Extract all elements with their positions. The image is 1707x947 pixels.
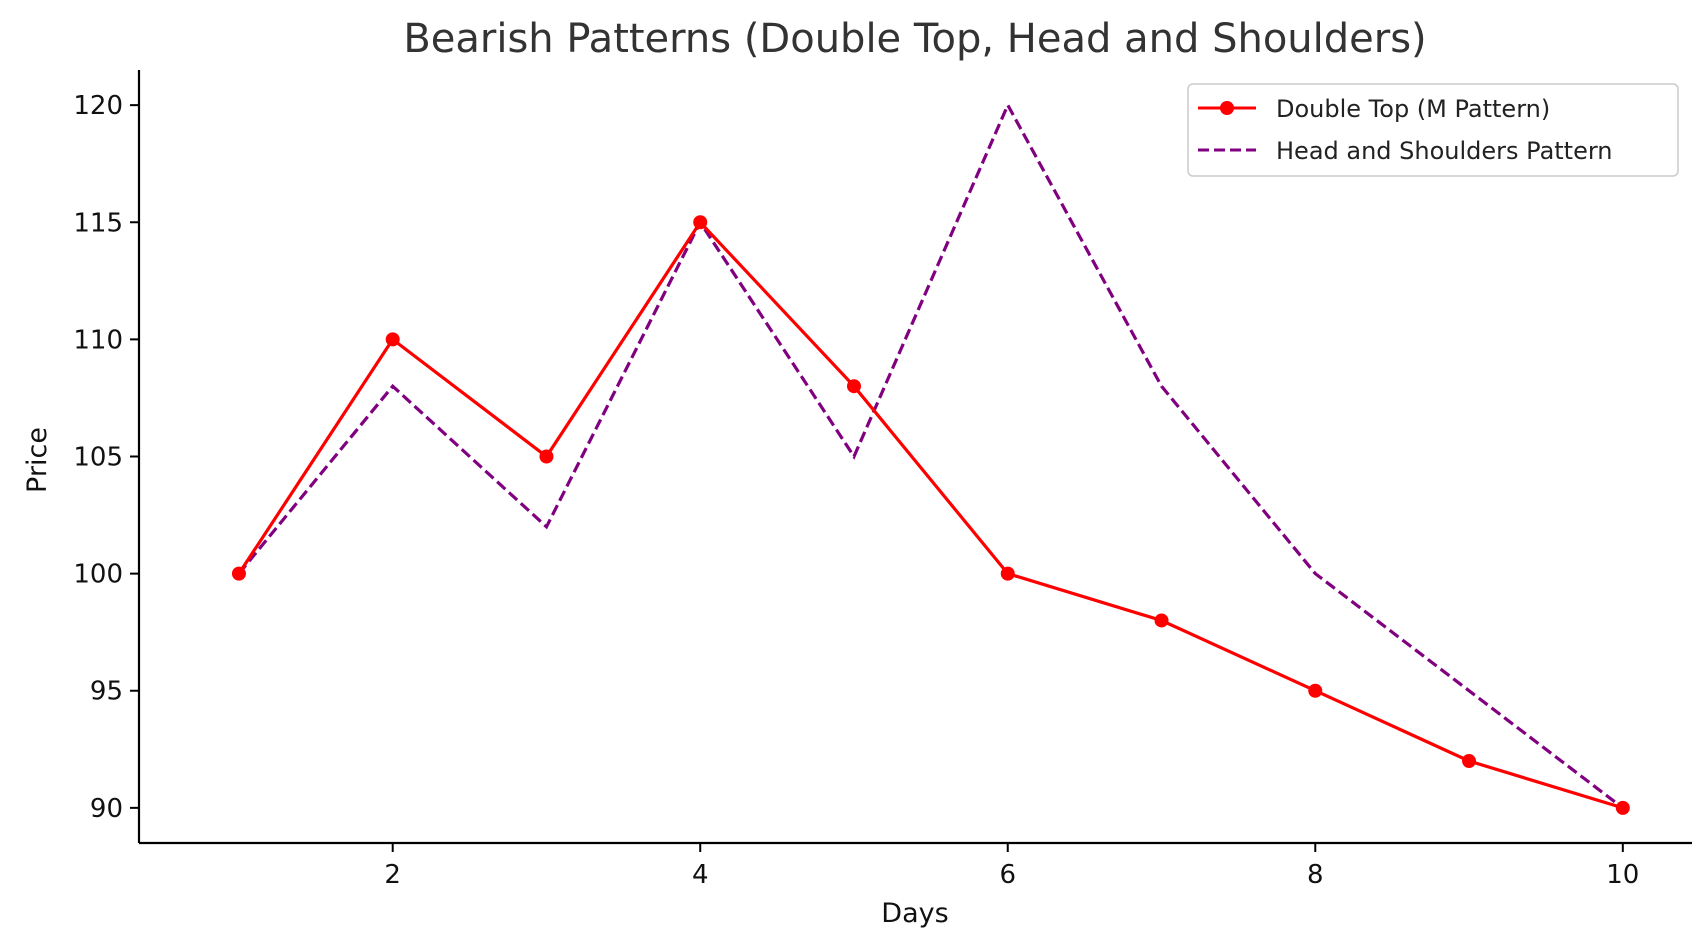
legend-marker-double-top bbox=[1220, 101, 1234, 115]
x-tick-label: 6 bbox=[999, 860, 1016, 890]
x-tick-label: 4 bbox=[692, 860, 709, 890]
y-tick-label: 110 bbox=[73, 325, 123, 355]
data-point-double-top-m-pattern bbox=[693, 215, 708, 230]
y-axis-title: Price bbox=[22, 427, 53, 493]
chart-title: Bearish Patterns (Double Top, Head and S… bbox=[403, 16, 1426, 62]
data-point-double-top-m-pattern bbox=[1154, 613, 1169, 628]
legend-label-head-and-shoulders: Head and Shoulders Pattern bbox=[1276, 137, 1613, 165]
legend-box bbox=[1187, 83, 1679, 177]
x-tick-label: 8 bbox=[1307, 860, 1324, 890]
x-tick-label: 2 bbox=[384, 860, 401, 890]
data-point-double-top-m-pattern bbox=[1308, 683, 1323, 698]
y-tick-label: 95 bbox=[90, 677, 123, 707]
data-point-double-top-m-pattern bbox=[1462, 754, 1477, 769]
y-tick-label: 105 bbox=[73, 443, 123, 473]
axes bbox=[137, 70, 1692, 845]
y-tick-label: 100 bbox=[73, 560, 123, 590]
series-layer bbox=[231, 101, 1630, 815]
y-tick-label: 90 bbox=[90, 794, 123, 824]
x-ticks: 2 4 6 8 10 bbox=[384, 843, 1639, 890]
data-point-double-top-m-pattern bbox=[539, 449, 554, 464]
x-tick-label: 10 bbox=[1606, 860, 1639, 890]
data-point-double-top-m-pattern bbox=[385, 332, 400, 347]
y-ticks: 90 95 100 105 110 115 120 bbox=[73, 91, 139, 824]
data-point-double-top-m-pattern bbox=[1000, 566, 1015, 581]
series-line-double-top-m-pattern bbox=[237, 219, 1624, 810]
y-tick-label: 120 bbox=[73, 91, 123, 121]
y-tick-label: 115 bbox=[73, 208, 123, 238]
data-point-double-top-m-pattern bbox=[846, 379, 861, 394]
legend-label-double-top: Double Top (M Pattern) bbox=[1276, 95, 1550, 123]
x-axis-title: Days bbox=[881, 898, 948, 929]
series-line-head-and-shoulders-pattern bbox=[237, 101, 1624, 810]
data-point-double-top-m-pattern bbox=[1615, 800, 1630, 815]
data-point-double-top-m-pattern bbox=[231, 566, 246, 581]
legend: Double Top (M Pattern) Head and Shoulder… bbox=[1187, 83, 1679, 177]
